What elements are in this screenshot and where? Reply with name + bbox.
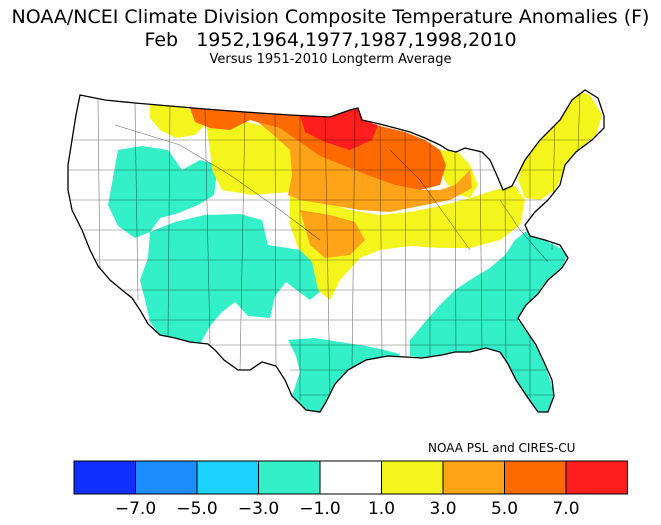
map-subtitle-years: Feb 1952,1964,1977,1987,1998,2010 — [144, 29, 517, 51]
legend-tick-label: −3.0 — [238, 499, 279, 519]
region-southeast-teal — [410, 230, 568, 412]
region-north-central-dark-orange — [190, 108, 446, 190]
legend-bin — [258, 460, 321, 495]
region-northeast-yellow — [518, 90, 602, 200]
region-central-yellow — [290, 186, 525, 300]
credit-label: NOAA PSL and CIRES-CU — [428, 441, 576, 455]
legend-tick-label: 1.0 — [368, 499, 395, 519]
legend-bin — [504, 460, 567, 495]
legend-bin — [381, 460, 444, 495]
legend-tick-label: 5.0 — [491, 499, 518, 519]
legend-tick-label: 7.0 — [552, 499, 579, 519]
region-minnesota-red — [300, 108, 378, 150]
legend-bin — [319, 460, 382, 495]
region-upper-midwest-light-orange — [245, 112, 472, 212]
legend-bins — [73, 460, 628, 495]
map-subtitle-baseline: Versus 1951-2010 Longterm Average — [209, 52, 452, 67]
anomaly-fill-layer — [68, 90, 604, 412]
legend-tick-label: 3.0 — [429, 499, 456, 519]
legend-bin — [565, 460, 628, 495]
region-west-teal-idaho — [108, 146, 218, 238]
legend-bin — [73, 460, 136, 495]
legend-bin — [196, 460, 259, 495]
legend-tick-label: −7.0 — [115, 499, 156, 519]
us-climate-division-map — [67, 89, 605, 413]
legend-tick-label: −1.0 — [299, 499, 340, 519]
map-title: NOAA/NCEI Climate Division Composite Tem… — [11, 6, 650, 28]
legend-ticks: −7.0 −5.0 −3.0 −1.0 1.0 3.0 5.0 7.0 — [115, 499, 580, 519]
legend-tick-label: −5.0 — [176, 499, 217, 519]
region-southwest-teal — [140, 214, 322, 344]
legend-bin — [442, 460, 505, 495]
region-kansas-light-orange — [300, 210, 365, 258]
legend-bin — [135, 460, 198, 495]
